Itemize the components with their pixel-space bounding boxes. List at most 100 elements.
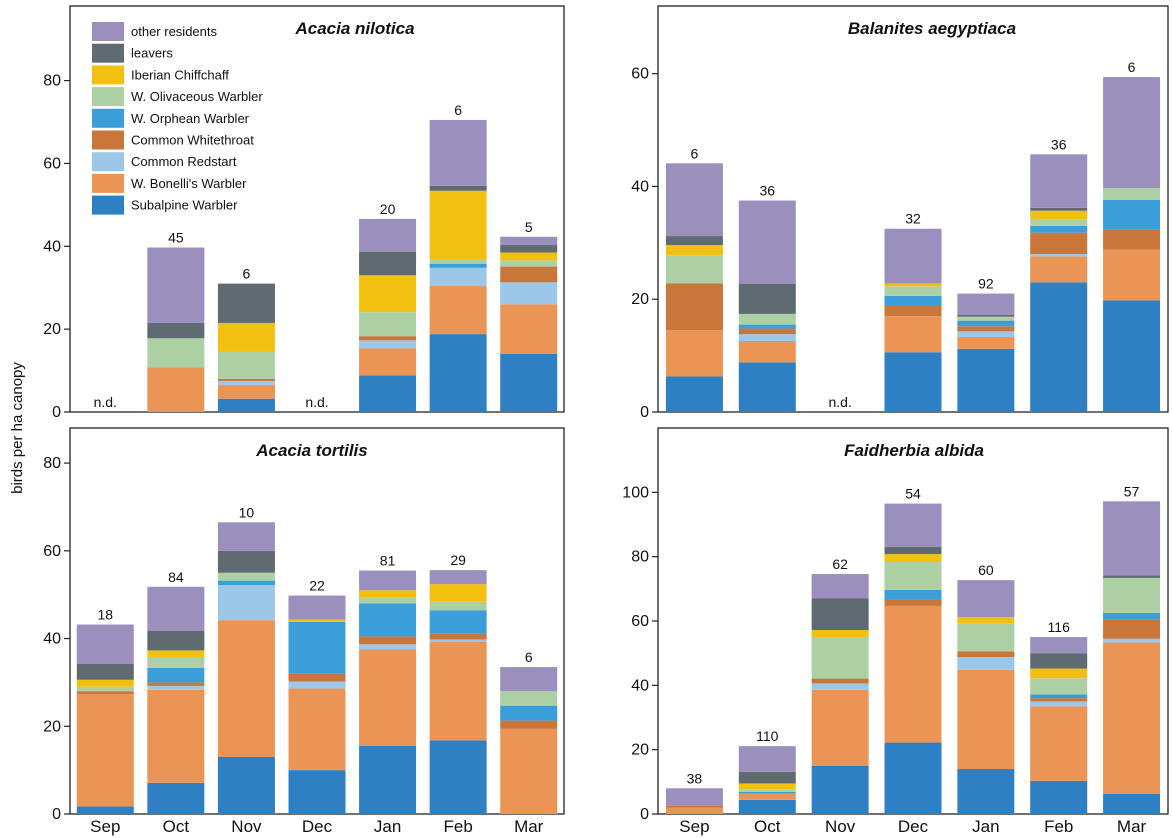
bar-segment-w-bonelli-s-warbler xyxy=(76,694,134,807)
bar-segment-other-residents xyxy=(665,163,723,237)
bar-segment-other-residents xyxy=(1103,501,1161,576)
bar-segment-w-bonelli-s-warbler xyxy=(1030,256,1088,283)
bar-segment-w-bonelli-s-warbler xyxy=(217,620,275,757)
legend-label: Iberian Chiffchaff xyxy=(131,67,229,82)
bar-segment-common-redstart xyxy=(957,331,1015,338)
bar-segment-common-whitethroat xyxy=(665,283,723,331)
bar-segment-common-whitethroat xyxy=(359,636,417,645)
bar-segment-w-olivaceous-warbler xyxy=(429,259,487,264)
bar-segment-iberian-chiffchaff xyxy=(884,283,942,287)
bar-segment-w-bonelli-s-warbler xyxy=(811,689,869,766)
bar-segment-w-bonelli-s-warbler xyxy=(359,348,417,376)
bar-segment-iberian-chiffchaff xyxy=(429,584,487,602)
bar-segment-common-whitethroat xyxy=(957,326,1015,332)
bar-segment-other-residents xyxy=(665,788,723,806)
y-tick-label: 20 xyxy=(43,321,61,338)
bar-segment-common-whitethroat xyxy=(359,336,417,341)
bar-segment-w-orphean-warbler xyxy=(429,263,487,268)
panel-title: Faidherbia albida xyxy=(844,441,984,460)
x-tick-label: Mar xyxy=(1117,817,1147,836)
bar-segment-w-orphean-warbler xyxy=(738,324,796,329)
bar-segment-w-orphean-warbler xyxy=(288,621,346,674)
bar-segment-w-orphean-warbler xyxy=(1030,694,1088,699)
y-tick-label: 100 xyxy=(622,484,649,501)
y-tick-label: 80 xyxy=(43,455,61,472)
bar-segment-other-residents xyxy=(429,570,487,585)
sample-size-label: 6 xyxy=(454,102,462,118)
panel-title: Acacia nilotica xyxy=(294,19,414,38)
bar-segment-w-orphean-warbler xyxy=(359,603,417,637)
bar-segment-w-olivaceous-warbler xyxy=(957,317,1015,321)
bar-segment-w-orphean-warbler xyxy=(429,610,487,634)
x-tick-label: Oct xyxy=(754,817,781,836)
legend-swatch xyxy=(92,152,124,172)
bar-segment-leavers xyxy=(217,283,275,323)
bar-segment-w-olivaceous-warbler xyxy=(147,338,205,368)
sample-size-label: 54 xyxy=(905,486,921,502)
legend-swatch xyxy=(92,195,124,215)
bar-segment-w-orphean-warbler xyxy=(1103,612,1161,620)
bar-segment-common-redstart xyxy=(1103,638,1161,643)
bar-segment-iberian-chiffchaff xyxy=(957,617,1015,624)
bar-segment-iberian-chiffchaff xyxy=(288,619,346,622)
bar-segment-leavers xyxy=(147,630,205,651)
bar-segment-common-whitethroat xyxy=(500,720,558,729)
bar-segment-w-bonelli-s-warbler xyxy=(500,304,558,354)
no-data-label: n.d. xyxy=(305,394,328,410)
bar-segment-w-orphean-warbler xyxy=(500,705,558,721)
sample-size-label: 18 xyxy=(97,607,113,623)
no-data-label: n.d. xyxy=(828,394,851,410)
bar-segment-w-bonelli-s-warbler xyxy=(1103,642,1161,794)
bar-segment-w-bonelli-s-warbler xyxy=(359,649,417,747)
bar-segment-w-olivaceous-warbler xyxy=(738,313,796,325)
bar-segment-w-orphean-warbler xyxy=(217,580,275,586)
bar-segment-w-bonelli-s-warbler xyxy=(665,330,723,377)
bar-segment-leavers xyxy=(1030,653,1088,669)
bar-segment-iberian-chiffchaff xyxy=(359,590,417,598)
bar-segment-leavers xyxy=(500,245,558,253)
sample-size-label: 84 xyxy=(168,569,184,585)
sample-size-label: 6 xyxy=(243,266,251,282)
bar-segment-other-residents xyxy=(429,119,487,186)
bar-segment-subalpine-warbler xyxy=(884,742,942,814)
bar-segment-common-redstart xyxy=(811,683,869,690)
bar-segment-w-bonelli-s-warbler xyxy=(1103,249,1161,301)
bar-segment-leavers xyxy=(738,771,796,784)
x-tick-label: Feb xyxy=(443,817,472,836)
legend-swatch xyxy=(92,173,124,193)
bar-segment-subalpine-warbler xyxy=(429,740,487,814)
bar-segment-w-olivaceous-warbler xyxy=(738,789,796,792)
y-tick-label: 60 xyxy=(631,613,649,630)
sample-size-label: 116 xyxy=(1048,619,1071,635)
sample-size-label: 110 xyxy=(756,728,779,744)
bar-segment-w-olivaceous-warbler xyxy=(884,561,942,590)
bar-segment-w-olivaceous-warbler xyxy=(1030,219,1088,226)
y-tick-label: 0 xyxy=(52,806,61,823)
x-tick-label: Jan xyxy=(972,817,999,836)
bar-segment-common-whitethroat xyxy=(884,305,942,317)
bar-segment-common-whitethroat xyxy=(665,805,723,808)
bar-segment-common-whitethroat xyxy=(1103,619,1161,639)
bar-segment-w-olivaceous-warbler xyxy=(1103,188,1161,200)
sample-size-label: 29 xyxy=(450,552,466,568)
sample-size-label: 45 xyxy=(168,230,184,246)
x-tick-label: Nov xyxy=(231,817,262,836)
bar-segment-w-olivaceous-warbler xyxy=(957,623,1015,652)
bar-segment-subalpine-warbler xyxy=(217,398,275,412)
bar-segment-iberian-chiffchaff xyxy=(884,554,942,562)
panel-title: Acacia tortilis xyxy=(255,441,368,460)
y-tick-label: 0 xyxy=(640,404,649,421)
sample-size-label: 22 xyxy=(309,578,325,594)
sample-size-label: 81 xyxy=(380,553,396,569)
bar-segment-w-olivaceous-warbler xyxy=(811,637,869,679)
bar-segment-subalpine-warbler xyxy=(1030,282,1088,412)
bar-segment-iberian-chiffchaff xyxy=(1030,668,1088,679)
bar-segment-common-whitethroat xyxy=(76,691,134,695)
bar-segment-other-residents xyxy=(738,200,796,284)
bar-segment-w-bonelli-s-warbler xyxy=(665,807,723,814)
legend-label: W. Bonelli's Warbler xyxy=(131,176,247,191)
y-tick-label: 0 xyxy=(52,404,61,421)
sample-size-label: 6 xyxy=(525,649,533,665)
bar-segment-w-orphean-warbler xyxy=(1103,199,1161,230)
y-tick-label: 60 xyxy=(43,155,61,172)
